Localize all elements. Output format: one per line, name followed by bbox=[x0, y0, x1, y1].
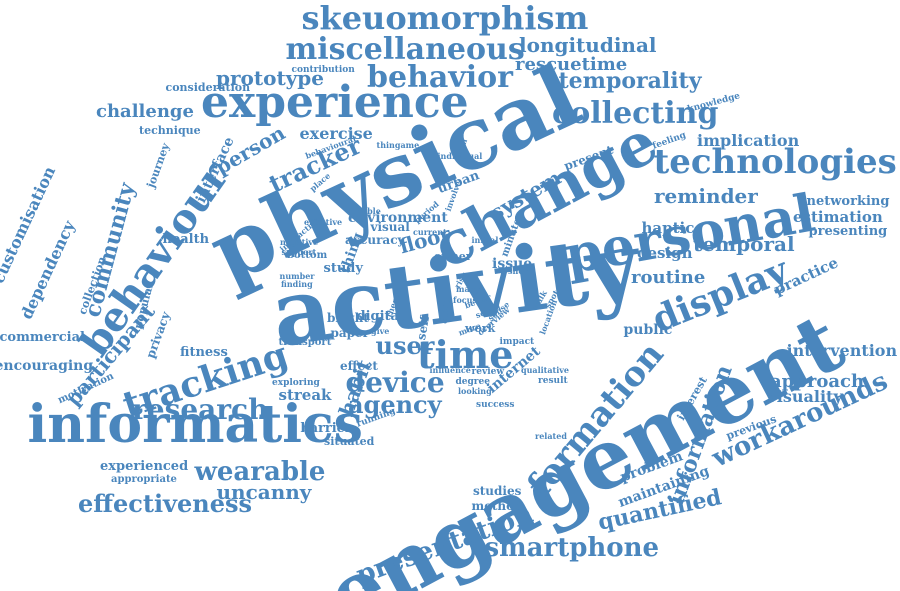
cloud-word: thingame bbox=[376, 140, 420, 150]
cloud-word: health bbox=[162, 231, 210, 247]
cloud-word: technologies bbox=[653, 142, 897, 182]
cloud-word: effective bbox=[304, 217, 343, 227]
cloud-word: effectiveness bbox=[78, 489, 253, 518]
cloud-word: number bbox=[279, 271, 315, 281]
cloud-word: individual bbox=[437, 151, 483, 161]
cloud-word: owner bbox=[434, 249, 472, 263]
cloud-word: digital bbox=[356, 308, 404, 324]
cloud-word: exercise bbox=[299, 124, 373, 143]
cloud-word: design bbox=[637, 243, 693, 262]
cloud-word: studies bbox=[473, 484, 522, 498]
cloud-word: smartphone bbox=[484, 533, 660, 563]
cloud-word: success bbox=[476, 399, 515, 410]
cloud-word: enable bbox=[351, 206, 381, 216]
cloud-word: degree bbox=[455, 376, 491, 387]
cloud-word: skeuomorphism bbox=[301, 0, 589, 37]
cloud-word: public bbox=[623, 322, 673, 338]
cloud-word: streak bbox=[278, 385, 332, 404]
cloud-word: visual bbox=[370, 220, 410, 234]
cloud-word: give bbox=[371, 326, 390, 336]
cloud-word: commercial bbox=[0, 329, 85, 345]
cloud-word: miscellaneous bbox=[285, 32, 525, 67]
cloud-word: focus bbox=[453, 295, 477, 305]
cloud-word: longitudinal bbox=[519, 33, 657, 57]
cloud-word: looking bbox=[458, 386, 492, 396]
cloud-word: agency bbox=[348, 390, 442, 419]
cloud-word: work bbox=[465, 321, 496, 335]
cloud-word: user bbox=[375, 331, 435, 360]
cloud-word: reminder bbox=[654, 184, 758, 208]
cloud-word: uncanny bbox=[216, 480, 312, 504]
cloud-word: presenting bbox=[808, 223, 888, 239]
cloud-word: prototype bbox=[216, 66, 325, 90]
cloud-word: support bbox=[281, 247, 317, 257]
cloud-word: related bbox=[535, 431, 567, 441]
cloud-word: temporality bbox=[558, 68, 702, 94]
cloud-word: current bbox=[413, 227, 447, 237]
cloud-word: short bbox=[508, 266, 532, 276]
cloud-word: bright bbox=[327, 311, 369, 325]
cloud-word: rescuetime bbox=[515, 54, 628, 75]
cloud-word: networking bbox=[806, 193, 890, 209]
cloud-word: technique bbox=[139, 123, 201, 137]
cloud-word: paper bbox=[330, 326, 370, 340]
cloud-word: many bbox=[456, 284, 481, 294]
cloud-word: device bbox=[345, 366, 445, 399]
cloud-word: issue bbox=[492, 256, 533, 272]
cloud-word: challenge bbox=[96, 101, 194, 122]
cloud-word: finding bbox=[281, 279, 313, 289]
cloud-word: method bbox=[471, 499, 523, 513]
cloud-word: routine bbox=[631, 267, 706, 288]
cloud-word: accuracy bbox=[345, 233, 405, 247]
cloud-word: result bbox=[538, 375, 568, 386]
cloud-word: experienced bbox=[100, 458, 189, 474]
cloud-word: informatics bbox=[27, 394, 363, 455]
cloud-word: experience bbox=[201, 77, 469, 128]
cloud-word: visuality bbox=[767, 387, 843, 406]
cloud-word: exploring bbox=[272, 377, 320, 388]
cloud-word: estimation bbox=[793, 207, 883, 226]
cloud-word: intervention bbox=[786, 341, 898, 360]
cloud-word: negative bbox=[280, 237, 319, 247]
cloud-word: journey bbox=[143, 140, 172, 190]
cloud-word: haptic bbox=[641, 218, 695, 237]
cloud-word: consideration bbox=[165, 80, 251, 94]
cloud-word: environment bbox=[348, 210, 448, 226]
cloud-word: impact bbox=[499, 336, 535, 347]
cloud-word: review bbox=[471, 366, 505, 377]
cloud-word: encouraging bbox=[0, 358, 94, 374]
cloud-word: approach bbox=[770, 371, 865, 392]
cloud-word: app bbox=[435, 295, 455, 325]
cloud-word: research bbox=[132, 393, 269, 426]
cloud-word: qualitative bbox=[521, 365, 570, 375]
cloud-word: appropriate bbox=[111, 474, 177, 485]
cloud-word: implication bbox=[697, 131, 800, 150]
cloud-word: contribution bbox=[291, 64, 355, 75]
cloud-word: bottom bbox=[287, 250, 328, 261]
cloud-word: initial bbox=[471, 235, 499, 245]
cloud-word: barrier bbox=[300, 420, 352, 436]
cloud-word: fitness bbox=[180, 344, 228, 360]
cloud-word: time bbox=[417, 332, 514, 377]
cloud-word: situated bbox=[324, 434, 375, 448]
cloud-word: temporal bbox=[693, 232, 795, 256]
cloud-word: transport bbox=[278, 337, 332, 348]
cloud-word: effect bbox=[340, 359, 378, 373]
cloud-word: collecting bbox=[552, 96, 719, 131]
cloud-word: influence bbox=[429, 365, 471, 375]
cloud-word: behavior bbox=[367, 60, 513, 95]
cloud-word: wearable bbox=[194, 457, 326, 487]
cloud-word: study bbox=[323, 260, 363, 276]
